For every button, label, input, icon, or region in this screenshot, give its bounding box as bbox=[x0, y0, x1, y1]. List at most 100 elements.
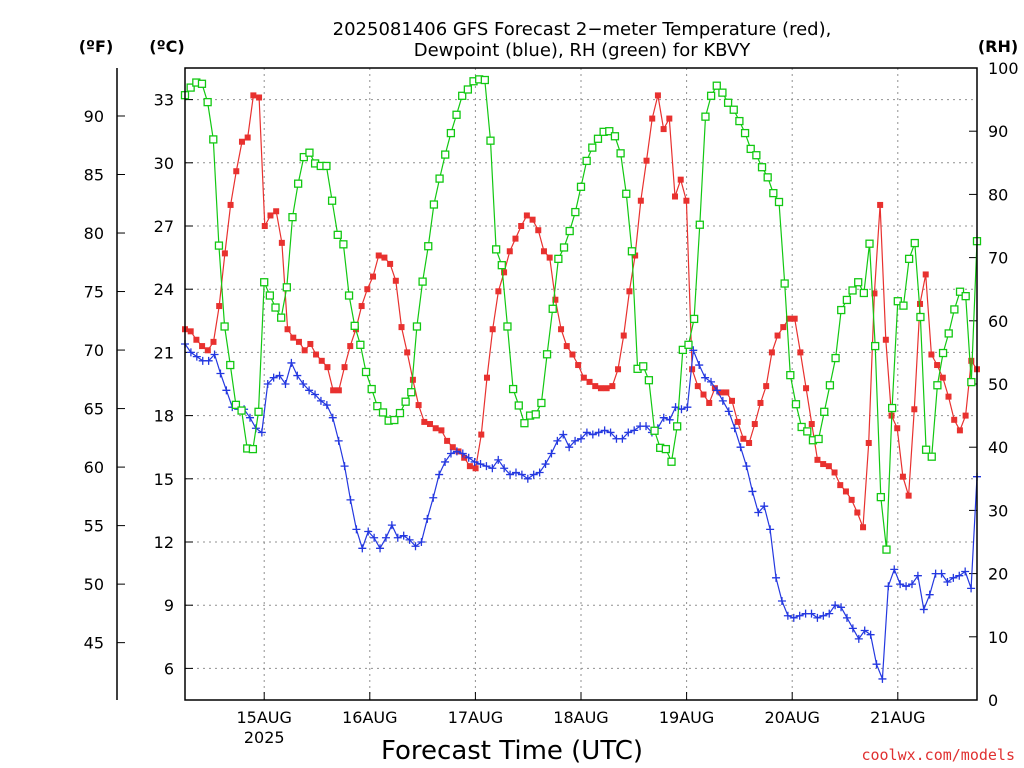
temperature-point bbox=[187, 328, 194, 335]
rh-point bbox=[831, 353, 840, 363]
temperature-point bbox=[649, 115, 656, 122]
dewpoint-point bbox=[186, 348, 195, 357]
temperature-point bbox=[831, 469, 838, 476]
celsius-tick-label: 9 bbox=[164, 596, 174, 615]
temperature-point bbox=[466, 463, 473, 470]
temperature-point bbox=[700, 391, 707, 398]
dewpoint-point bbox=[642, 422, 651, 431]
temperature-point bbox=[586, 378, 593, 385]
rh-point bbox=[254, 407, 263, 416]
rh-point bbox=[395, 408, 405, 418]
dewpoint-point bbox=[748, 487, 757, 496]
temperature-point bbox=[780, 324, 787, 331]
rh-point bbox=[344, 291, 354, 300]
rh-point bbox=[554, 254, 563, 264]
temperature-point bbox=[381, 254, 388, 261]
rh-point bbox=[367, 384, 376, 394]
temperature-point bbox=[295, 338, 302, 345]
rh-point bbox=[350, 321, 359, 331]
dewpoint-point bbox=[482, 462, 491, 471]
temperature-point bbox=[261, 223, 268, 229]
temperature-point bbox=[643, 157, 650, 164]
temperature-point bbox=[803, 385, 810, 392]
rh-point bbox=[842, 295, 852, 305]
temperature-point bbox=[449, 444, 456, 451]
rh-point bbox=[684, 340, 693, 349]
rh-point bbox=[260, 278, 269, 287]
dewpoint-point bbox=[517, 470, 526, 479]
temperature-point bbox=[518, 223, 525, 229]
rh-tick-label: 70 bbox=[988, 249, 1008, 268]
rh-point bbox=[537, 398, 546, 408]
rh-point bbox=[209, 135, 218, 144]
temperature-point bbox=[740, 435, 747, 442]
rh-point bbox=[678, 345, 687, 355]
temperature-point bbox=[501, 269, 508, 276]
chart-title-line-1: 2025081406 GFS Forecast 2−meter Temperat… bbox=[333, 19, 832, 40]
rh-point bbox=[865, 239, 874, 248]
temperature-point bbox=[825, 463, 832, 470]
temperature-point bbox=[723, 389, 730, 396]
dewpoint-point bbox=[541, 460, 550, 469]
celsius-tick-label: 33 bbox=[154, 91, 174, 110]
rh-point bbox=[627, 247, 637, 256]
temperature-point bbox=[347, 343, 354, 350]
rh-point bbox=[854, 278, 863, 287]
rh-point bbox=[871, 341, 880, 351]
rh-point bbox=[491, 245, 501, 254]
temperature-point bbox=[785, 315, 792, 322]
temperature-point bbox=[506, 248, 513, 255]
rh-point bbox=[373, 401, 382, 411]
rh-point bbox=[610, 132, 620, 141]
fahrenheit-tick-label: 60 bbox=[84, 458, 104, 477]
temperature-point bbox=[620, 332, 627, 339]
x-tick-sublabel: 2025 bbox=[244, 728, 285, 747]
rh-point bbox=[605, 127, 614, 136]
x-tick-label: 15AUG bbox=[236, 708, 291, 727]
rh-point bbox=[887, 403, 897, 413]
dewpoint-point bbox=[417, 538, 426, 546]
rh-point bbox=[616, 149, 625, 158]
dewpoint-point bbox=[813, 613, 822, 622]
temperature-point bbox=[432, 425, 439, 432]
fahrenheit-tick-label: 45 bbox=[84, 634, 104, 653]
temperature-point bbox=[233, 168, 240, 175]
temperature-point bbox=[461, 454, 468, 461]
rh-point bbox=[401, 397, 410, 406]
rh-point bbox=[248, 444, 258, 454]
dewpoint-point bbox=[949, 573, 958, 582]
dewpoint-point bbox=[825, 609, 834, 618]
dewpoint-point bbox=[376, 544, 385, 553]
temperature-point bbox=[244, 134, 251, 141]
rh-point bbox=[339, 240, 348, 249]
dewpoint-point bbox=[772, 573, 781, 582]
dewpoint-point bbox=[387, 521, 396, 530]
dewpoint-point bbox=[807, 609, 816, 618]
temperature-point bbox=[278, 239, 285, 246]
celsius-tick-label: 15 bbox=[154, 470, 174, 489]
temperature-point bbox=[899, 473, 906, 480]
dewpoint-point bbox=[783, 611, 792, 620]
dewpoint-point bbox=[594, 428, 603, 437]
temperature-point bbox=[546, 254, 553, 261]
dewpoint-point bbox=[736, 443, 745, 452]
dewpoint-point bbox=[659, 413, 668, 422]
celsius-tick-label: 27 bbox=[154, 217, 174, 236]
rh-point bbox=[435, 174, 444, 183]
temperature-point bbox=[654, 92, 661, 99]
dewpoint-point bbox=[370, 533, 379, 542]
rh-point bbox=[893, 297, 902, 306]
dewpoint-point bbox=[795, 611, 804, 620]
dewpoint-point bbox=[529, 470, 538, 479]
temperature-point bbox=[951, 416, 958, 423]
temperature-point bbox=[404, 349, 411, 356]
rh-point bbox=[582, 156, 591, 166]
dewpoint-point bbox=[423, 514, 432, 523]
dewpoint-point bbox=[500, 464, 509, 473]
temperature-point bbox=[267, 212, 274, 219]
dewpoint-point bbox=[618, 434, 627, 443]
dewpoint-point bbox=[842, 613, 851, 622]
temperature-point bbox=[689, 366, 696, 373]
rh-point bbox=[729, 105, 738, 114]
dewpoint-point bbox=[902, 582, 911, 591]
